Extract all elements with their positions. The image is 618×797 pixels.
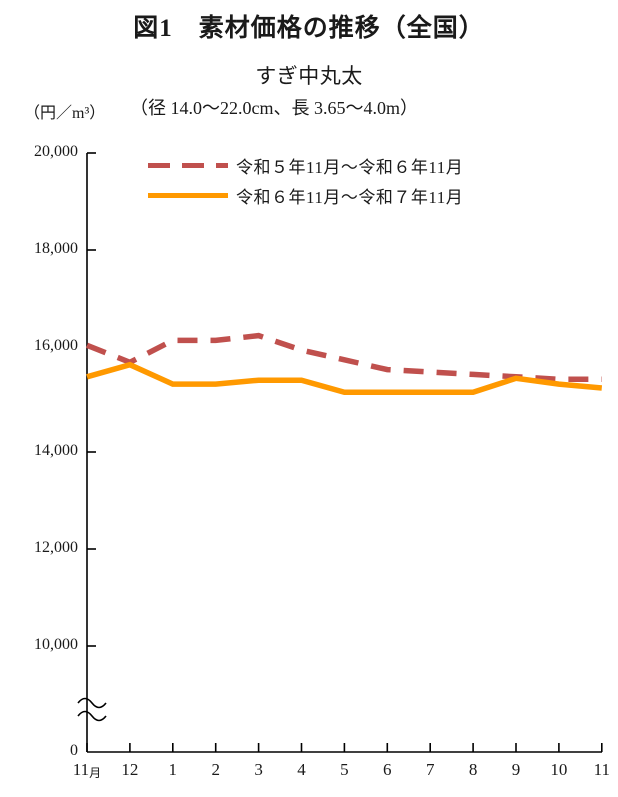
x-tick-label: 6 xyxy=(383,760,392,779)
x-tick-label: 11月 xyxy=(72,760,102,780)
x-tick-suffix-month: 月 xyxy=(89,766,102,780)
x-tick-label: 4 xyxy=(297,760,306,779)
legend-item-series-r6: 令和６年11月～令和７年11月 xyxy=(148,182,488,208)
figure-subtitle: すぎ中丸太 xyxy=(255,64,363,88)
legend-swatch-solid xyxy=(148,192,228,198)
x-tick-label: 1 xyxy=(168,760,178,779)
x-axis-ticks xyxy=(86,743,603,752)
x-tick-label: 8 xyxy=(468,760,478,779)
x-tick-label: 3 xyxy=(254,760,263,779)
y-tick-label: 16,000 xyxy=(34,337,78,354)
y-tick-label: 12,000 xyxy=(34,539,78,556)
x-tick-label: 9 xyxy=(511,760,521,779)
x-tick-label: 7 xyxy=(425,760,435,779)
legend-swatch-dashed xyxy=(148,162,228,168)
figure-spec: （径 14.0～22.0cm、長 3.65～4.0m） xyxy=(130,98,418,118)
figure-title: 図1 素材価格の推移（全国） xyxy=(133,15,485,42)
data-line-series-r5 xyxy=(85,332,602,383)
y-axis-break-icon xyxy=(77,697,107,722)
y-axis-unit-label: （円／m³） xyxy=(24,105,106,122)
data-line-series-r6 xyxy=(86,361,603,396)
x-tick-label: 2 xyxy=(211,760,220,779)
y-tick-label: 0 xyxy=(70,742,78,759)
legend-label-series-r5: 令和５年11月～令和６年11月 xyxy=(236,157,464,177)
x-tick-label: 5 xyxy=(340,760,349,779)
y-tick-label: 18,000 xyxy=(34,240,78,257)
axis-lines xyxy=(86,153,602,753)
x-tick-label: 11 xyxy=(593,760,610,779)
y-axis-ticks xyxy=(87,152,96,647)
y-tick-label: 14,000 xyxy=(34,442,78,459)
y-tick-label: 20,000 xyxy=(34,143,78,160)
y-tick-label: 10,000 xyxy=(34,636,78,653)
x-tick-label: 10 xyxy=(550,760,568,779)
x-tick-label: 12 xyxy=(121,760,139,779)
chart-legend: 令和５年11月～令和６年11月 令和６年11月～令和７年11月 xyxy=(148,152,488,212)
legend-label-series-r6: 令和６年11月～令和７年11月 xyxy=(236,187,464,207)
legend-item-series-r5: 令和５年11月～令和６年11月 xyxy=(148,152,488,178)
